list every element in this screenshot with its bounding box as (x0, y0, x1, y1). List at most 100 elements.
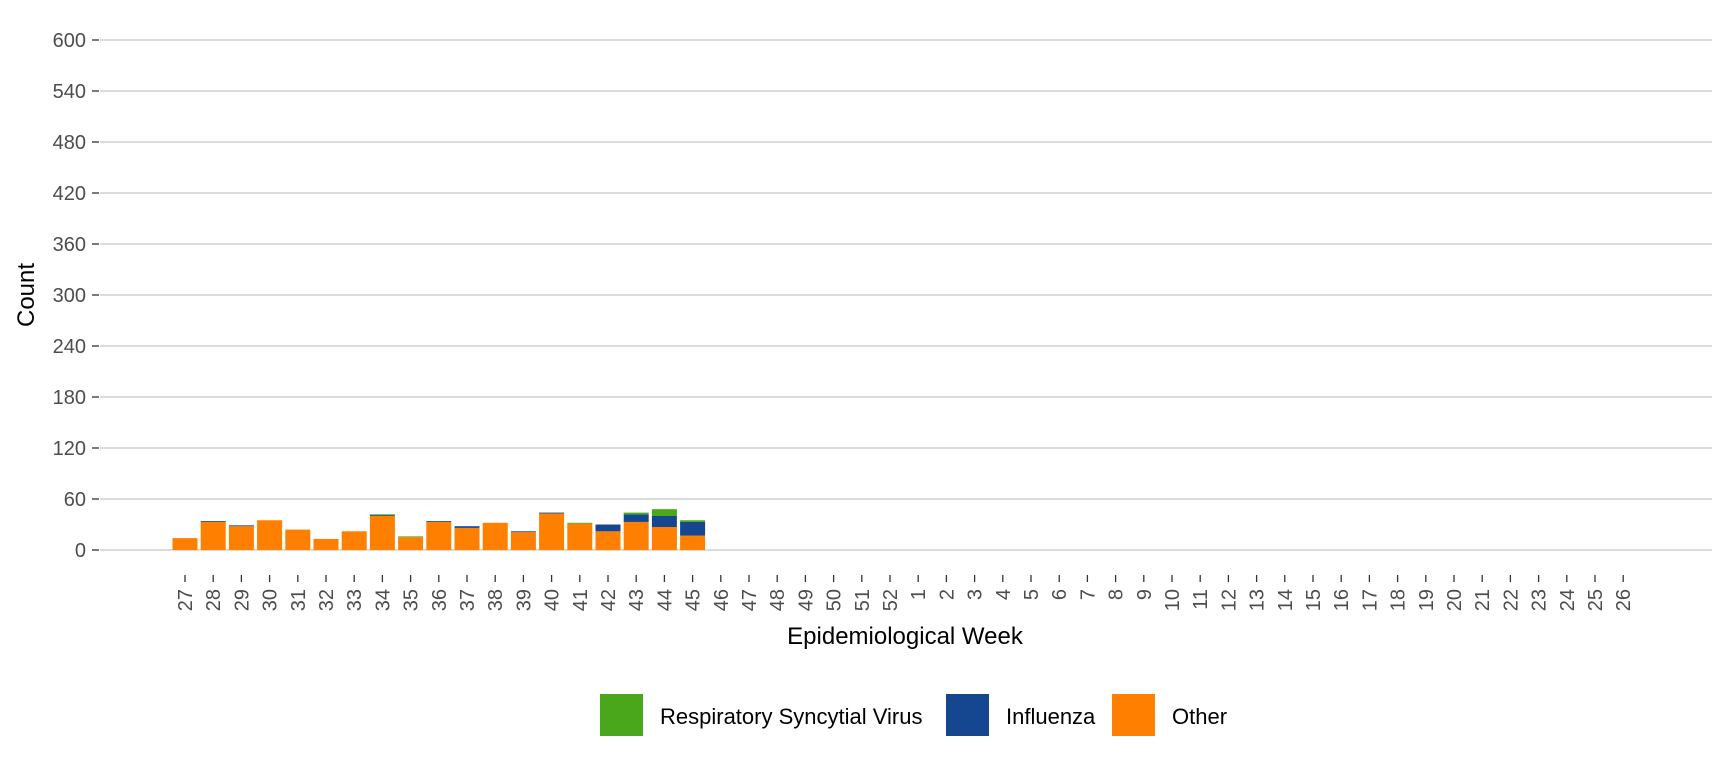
x-tick-label: 16 (1331, 589, 1353, 611)
x-tick-label: 31 (288, 589, 310, 611)
x-tick-label: 11 (1190, 589, 1212, 610)
x-tick-label: 33 (344, 589, 366, 611)
x-tick-label: 43 (626, 589, 648, 611)
x-tick-label: 36 (429, 589, 451, 611)
x-tick-label: 40 (542, 589, 564, 611)
bar-other-week-27 (172, 538, 198, 550)
x-tick-label: 27 (175, 589, 197, 611)
x-tick-label: 23 (1529, 589, 1551, 611)
x-tick-label: 3 (965, 589, 987, 600)
bar-other-week-44 (651, 527, 677, 550)
legend: Respiratory Syncytial Virus Influenza Othe… (600, 694, 1227, 736)
bar-other-week-37 (454, 527, 480, 550)
x-tick-label: 29 (231, 589, 253, 611)
x-tick-label: 34 (372, 589, 394, 611)
legend-label-influenza: Influenza (1006, 704, 1096, 729)
y-tick-label: 600 (53, 30, 86, 52)
bar-other-week-34 (369, 516, 395, 550)
bar-influenza-week-39 (510, 531, 536, 533)
x-tick-label: 47 (739, 589, 761, 611)
x-tick-label: 35 (401, 589, 423, 611)
bar-influenza-week-43 (623, 514, 649, 522)
bar-influenza-week-36 (426, 521, 452, 522)
x-tick-label: 44 (654, 589, 676, 611)
bar-other-week-39 (510, 532, 536, 550)
bar-other-week-40 (539, 513, 565, 550)
y-tick-label: 120 (53, 438, 86, 460)
bar-other-week-31 (285, 529, 311, 550)
x-tick-label: 15 (1303, 589, 1325, 611)
x-tick-label: 7 (1077, 589, 1099, 600)
bar-other-week-28 (200, 521, 226, 550)
bar-other-week-33 (341, 531, 367, 550)
x-tick-label: 39 (513, 589, 535, 611)
x-axis-title: Epidemiological Week (787, 623, 1024, 650)
x-tick-label: 25 (1585, 589, 1607, 611)
x-tick-label: 17 (1359, 589, 1381, 611)
x-tick-label: 14 (1275, 589, 1297, 611)
x-tick-label: 10 (1162, 589, 1184, 611)
bar-other-week-38 (482, 522, 508, 550)
x-tick-label: 41 (570, 589, 592, 611)
bar-respiratory-syncytial-virus-week-35 (398, 536, 424, 538)
x-tick-label: 50 (824, 589, 846, 611)
bar-other-week-36 (426, 521, 452, 550)
x-tick-label: 4 (993, 589, 1015, 600)
bar-respiratory-syncytial-virus-week-44 (651, 509, 677, 516)
bar-respiratory-syncytial-virus-week-45 (680, 520, 706, 522)
x-tick-label: 38 (485, 589, 507, 611)
bar-other-week-29 (228, 526, 254, 550)
x-tick-label: 52 (880, 589, 902, 611)
x-tick-label: 5 (1021, 589, 1043, 600)
bar-respiratory-syncytial-virus-week-43 (623, 512, 649, 515)
x-tick-label: 21 (1472, 589, 1494, 611)
x-tick-label: 28 (203, 589, 225, 611)
bar-influenza-week-45 (680, 521, 706, 536)
y-tick-label: 360 (53, 234, 86, 256)
x-tick-label: 49 (795, 589, 817, 611)
y-tick-label: 60 (64, 489, 86, 511)
x-tick-label: 6 (1049, 589, 1071, 600)
y-tick-label: 420 (53, 183, 86, 205)
bar-respiratory-syncytial-virus-week-41 (567, 522, 593, 524)
y-tick-label: 480 (53, 132, 86, 154)
bar-other-week-45 (680, 535, 706, 550)
bar-other-week-35 (398, 537, 424, 550)
bar-other-week-32 (313, 538, 339, 550)
bar-other-week-30 (257, 520, 283, 550)
bar-other-week-43 (623, 521, 649, 550)
legend-key-influenza (946, 694, 989, 736)
x-tick-label: 46 (711, 589, 733, 611)
legend-label-respiratory-syncytial-virus: Respiratory Syncytial Virus (660, 704, 922, 729)
x-tick-label: 26 (1613, 589, 1635, 611)
y-tick-label: 180 (53, 387, 86, 409)
legend-label-other: Other (1172, 704, 1227, 729)
x-tick-label: 9 (1134, 589, 1156, 600)
bar-other-week-42 (595, 531, 621, 550)
legend-key-other (1112, 694, 1155, 736)
bar-influenza-week-37 (454, 526, 480, 528)
bar-influenza-week-40 (539, 512, 565, 514)
y-tick-label: 300 (53, 285, 86, 307)
x-tick-label: 24 (1557, 589, 1579, 611)
y-axis: 0 60 120 180 240 300 360 420 480 540 600 (53, 30, 99, 562)
legend-key-respiratory-syncytial-virus (600, 694, 643, 736)
bar-influenza-week-28 (200, 521, 226, 522)
bar-influenza-week-44 (651, 516, 677, 528)
bar-influenza-week-42 (595, 524, 621, 532)
x-tick-label: 32 (316, 589, 338, 611)
x-tick-label: 30 (260, 589, 282, 611)
x-tick-label: 48 (767, 589, 789, 611)
x-tick-label: 45 (683, 589, 705, 611)
x-tick-label: 20 (1444, 589, 1466, 611)
x-tick-label: 51 (852, 589, 874, 611)
bars (172, 509, 706, 550)
y-tick-label: 240 (53, 336, 86, 358)
x-tick-label: 18 (1388, 589, 1410, 611)
x-tick-label: 13 (1247, 589, 1269, 611)
x-tick-label: 12 (1218, 589, 1240, 611)
bar-respiratory-syncytial-virus-week-34 (369, 514, 395, 516)
bar-other-week-41 (567, 523, 593, 550)
grid-lines (100, 39, 1712, 551)
